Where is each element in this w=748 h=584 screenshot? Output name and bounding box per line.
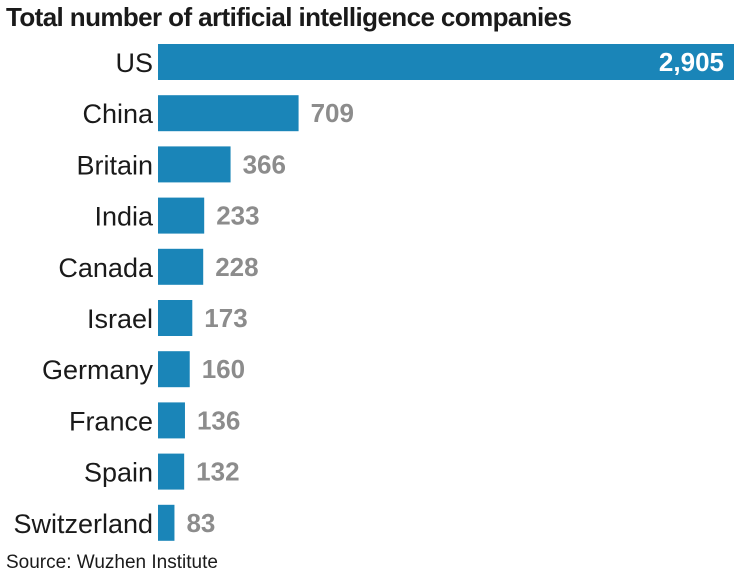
- category-label-switzerland: Switzerland: [13, 509, 153, 539]
- bar-canada: [158, 248, 204, 285]
- bar-us: [158, 44, 734, 80]
- value-label-spain: 132: [196, 457, 239, 487]
- category-label-us: US: [115, 48, 153, 78]
- category-label-germany: Germany: [42, 355, 154, 385]
- value-label-china: 709: [311, 98, 354, 128]
- bar-india: [158, 197, 205, 234]
- category-label-china: China: [82, 99, 154, 129]
- bar-china: [158, 95, 299, 132]
- value-label-canada: 228: [215, 252, 258, 282]
- category-label-france: France: [69, 406, 153, 436]
- value-label-israel: 173: [204, 303, 247, 333]
- value-label-france: 136: [197, 405, 240, 435]
- bar-israel: [158, 300, 193, 336]
- category-label-spain: Spain: [84, 458, 153, 488]
- value-label-britain: 366: [243, 149, 286, 179]
- bar-britain: [158, 146, 231, 183]
- bar-germany: [158, 351, 190, 388]
- category-label-britain: Britain: [76, 150, 153, 180]
- value-label-switzerland: 83: [186, 508, 215, 538]
- bar-spain: [158, 453, 185, 490]
- value-label-india: 233: [216, 201, 259, 231]
- category-label-canada: Canada: [58, 253, 154, 283]
- category-label-india: India: [94, 202, 154, 232]
- value-label-us: 2,905: [659, 47, 724, 77]
- bar-switzerland: [158, 504, 175, 541]
- value-label-germany: 160: [202, 354, 245, 384]
- source-note: Source: Wuzhen Institute: [6, 552, 218, 573]
- chart-title: Total number of artificial intelligence …: [6, 2, 572, 32]
- bar-france: [158, 402, 185, 439]
- category-label-israel: Israel: [87, 304, 153, 334]
